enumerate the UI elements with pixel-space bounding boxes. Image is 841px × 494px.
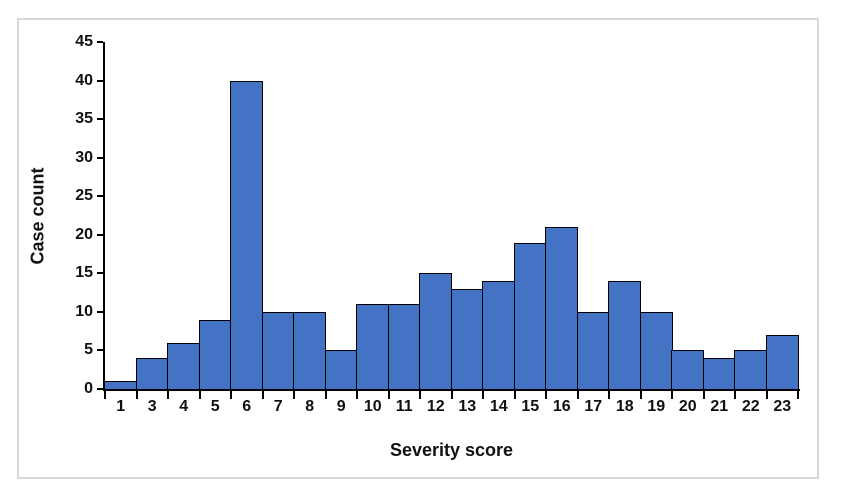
- x-tick-label-10: 10: [363, 398, 382, 415]
- y-tick-label-10: 10: [75, 302, 93, 320]
- x-tick-boundary-11: [450, 391, 453, 399]
- x-tick-label-9: 9: [336, 398, 346, 415]
- y-tick-label-15: 15: [75, 264, 93, 282]
- x-axis-title: Severity score: [389, 440, 514, 460]
- x-tick-label-7: 7: [273, 398, 283, 415]
- bar-severity-1: [104, 381, 138, 389]
- x-tick-label-8: 8: [305, 398, 315, 415]
- x-tick-label-1: 1: [116, 398, 126, 415]
- x-tick-boundary-5: [261, 391, 264, 399]
- y-axis-title: Case count: [27, 167, 48, 265]
- y-tick-15: [97, 272, 103, 275]
- x-tick-boundary-7: [324, 391, 327, 399]
- x-tick-boundary-15: [576, 391, 579, 399]
- x-tick-boundary-20: [734, 391, 736, 399]
- bar-severity-10: [356, 304, 390, 389]
- bar-severity-11: [387, 304, 421, 389]
- x-tick-boundary-8: [356, 391, 358, 399]
- x-tick-boundary-14: [545, 391, 547, 399]
- x-tick-boundary-13: [513, 391, 516, 399]
- y-tick-label-20: 20: [75, 225, 93, 243]
- y-tick-label-0: 0: [84, 380, 93, 397]
- bar-severity-14: [482, 281, 516, 389]
- y-tick-label-45: 45: [75, 33, 93, 50]
- x-tick-boundary-0: [104, 391, 106, 399]
- y-tick-5: [97, 349, 103, 352]
- bar-severity-9: [324, 350, 358, 389]
- x-tick-label-22: 22: [741, 398, 760, 415]
- bar-severity-23: [765, 335, 799, 389]
- plot-area: 0 5 10 15 20 25 30 35 40 45 1 3 4 5 6 7 8 9 10 11 12 13 14 15 16…: [75, 33, 800, 415]
- x-axis-line: [103, 389, 800, 391]
- y-tick-25: [97, 195, 103, 198]
- x-tick-boundary-21: [765, 391, 768, 399]
- y-tick-0: [97, 388, 103, 390]
- y-tick-label-5: 5: [84, 341, 93, 359]
- x-tick-boundary-6: [293, 391, 295, 399]
- x-tick-label-13: 13: [458, 398, 477, 415]
- x-tick-label-19: 19: [647, 398, 666, 415]
- x-tick-boundary-18: [671, 391, 673, 399]
- x-tick-label-18: 18: [615, 398, 634, 415]
- bar-severity-20: [671, 350, 705, 389]
- bar-severity-12: [419, 273, 453, 389]
- bar-severity-18: [608, 281, 642, 389]
- x-tick-label-11: 11: [395, 398, 413, 415]
- x-tick-boundary-9: [387, 391, 390, 399]
- y-tick-20: [97, 233, 103, 236]
- y-tick-label-30: 30: [75, 148, 93, 166]
- x-tick-boundary-22: [797, 391, 799, 399]
- y-tick-label-25: 25: [75, 187, 93, 205]
- x-tick-boundary-10: [419, 391, 421, 399]
- x-tick-boundary-3: [198, 391, 201, 399]
- x-tick-boundary-16: [608, 391, 610, 399]
- x-tick-label-12: 12: [426, 398, 445, 415]
- y-tick-35: [97, 118, 103, 121]
- y-tick-45: [97, 41, 103, 43]
- bar-severity-22: [734, 350, 768, 389]
- bar-severity-7: [261, 311, 295, 389]
- x-tick-boundary-12: [482, 391, 484, 399]
- bar-severity-3: [135, 358, 169, 389]
- bar-severity-8: [293, 311, 327, 389]
- x-tick-boundary-1: [135, 391, 138, 399]
- x-tick-label-4: 4: [179, 398, 189, 415]
- bar-severity-17: [576, 311, 610, 389]
- chart-figure: Case count 0 5 10 15 20 25 30 35 40 45 1 3 4 5 6 7 8 9 10 1…: [17, 18, 819, 479]
- y-tick-label-40: 40: [75, 71, 93, 89]
- bar-severity-21: [702, 358, 736, 389]
- x-tick-boundary-4: [230, 391, 232, 399]
- x-tick-label-3: 3: [147, 398, 157, 415]
- x-tick-boundary-2: [167, 391, 169, 399]
- y-tick-label-35: 35: [75, 110, 93, 128]
- x-tick-label-16: 16: [552, 398, 571, 415]
- bar-severity-19: [639, 311, 673, 389]
- x-tick-label-20: 20: [678, 398, 697, 415]
- x-tick-boundary-17: [639, 391, 642, 399]
- x-tick-label-14: 14: [489, 398, 508, 415]
- y-axis-line: [103, 42, 105, 391]
- x-tick-label-23: 23: [773, 398, 792, 415]
- bar-severity-15: [513, 242, 547, 389]
- x-tick-label-6: 6: [242, 398, 252, 415]
- x-tick-label-21: 21: [710, 398, 729, 415]
- y-tick-40: [97, 79, 103, 82]
- bar-severity-13: [450, 288, 484, 389]
- y-tick-10: [97, 310, 103, 313]
- x-tick-label-5: 5: [210, 398, 220, 415]
- bar-severity-5: [198, 319, 232, 389]
- bar-severity-16: [545, 227, 579, 389]
- bar-severity-4: [167, 342, 201, 389]
- x-tick-boundary-19: [702, 391, 705, 399]
- x-tick-label-15: 15: [521, 398, 540, 415]
- bar-severity-6: [230, 80, 264, 389]
- y-tick-30: [97, 156, 103, 159]
- x-tick-label-17: 17: [584, 398, 603, 415]
